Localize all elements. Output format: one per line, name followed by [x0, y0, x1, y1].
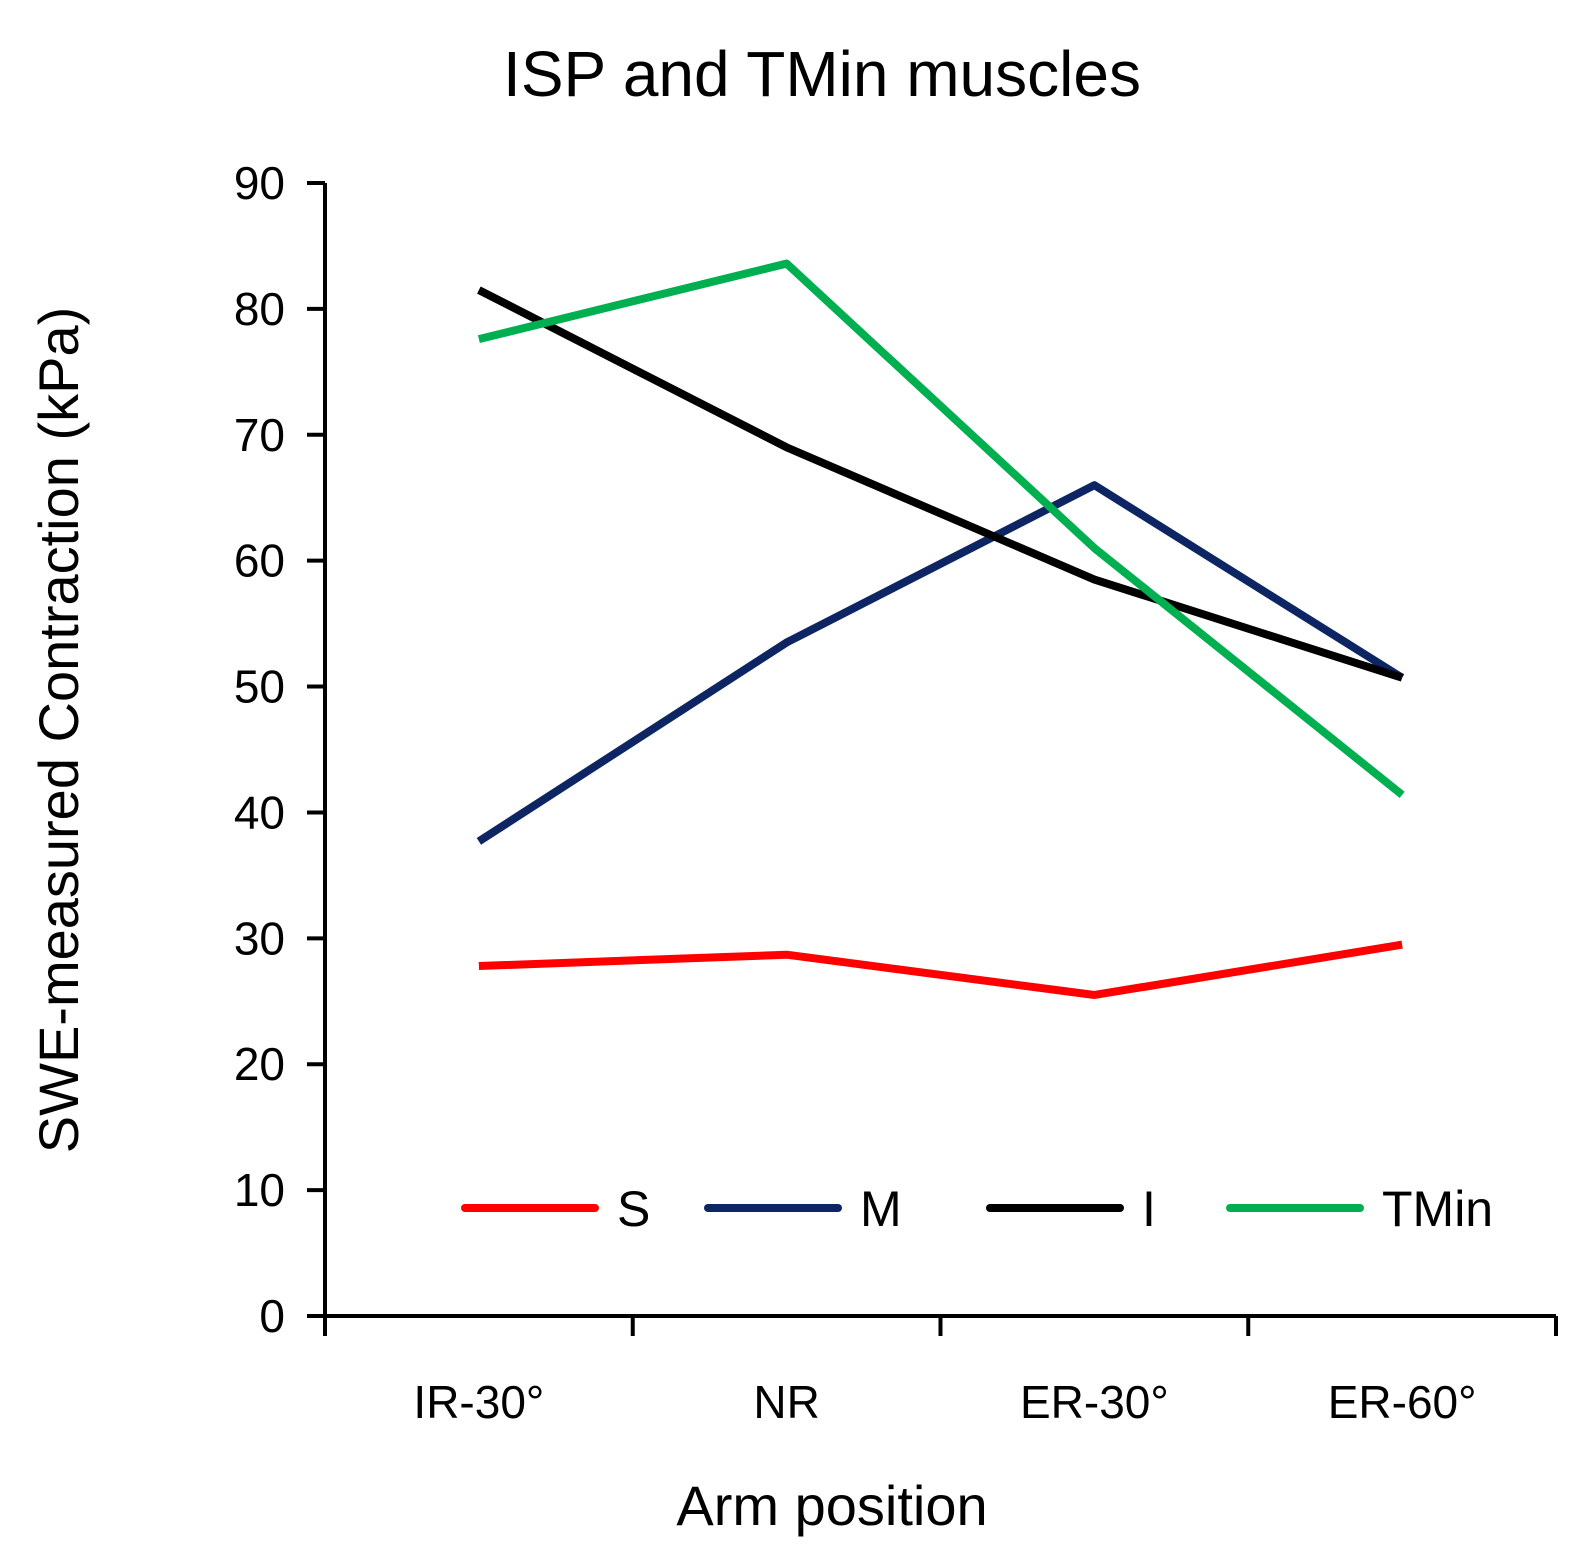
y-axis-ticks: 0 10 20 30 40 50 60 70 80 90 [234, 157, 325, 1342]
y-tick-label: 50 [234, 661, 285, 713]
legend-label-i: I [1142, 1181, 1156, 1237]
y-tick-label: 70 [234, 409, 285, 461]
series-layer [476, 259, 1405, 999]
legend-label-m: M [860, 1181, 902, 1237]
series-line-s [478, 940, 1403, 999]
y-axis-title: SWE-measured Contraction (kPa) [27, 307, 90, 1154]
x-tick-label: ER-30° [1020, 1376, 1169, 1428]
y-tick-label: 20 [234, 1038, 285, 1090]
y-tick-label: 0 [259, 1290, 285, 1342]
x-axis-ticks: IR-30° NR ER-30° ER-60° [323, 1316, 1558, 1428]
legend-label-tmin: TMin [1382, 1181, 1493, 1237]
x-tick-label: NR [753, 1376, 819, 1428]
y-tick-label: 10 [234, 1164, 285, 1216]
chart-title: ISP and TMin muscles [503, 38, 1141, 110]
legend: S M I TMin [461, 1181, 1493, 1237]
series-line-m [476, 481, 1405, 845]
y-tick-label: 30 [234, 912, 285, 964]
x-tick-label: ER-60° [1328, 1376, 1477, 1428]
x-tick-label: IR-30° [413, 1376, 544, 1428]
y-tick-label: 60 [234, 535, 285, 587]
series-line-i [477, 286, 1404, 682]
legend-label-s: S [617, 1181, 650, 1237]
y-tick-label: 80 [234, 283, 285, 335]
series-line-tmin [477, 259, 1405, 798]
y-tick-label: 40 [234, 786, 285, 838]
y-tick-label: 90 [234, 157, 285, 209]
x-axis-title: Arm position [676, 1474, 987, 1537]
